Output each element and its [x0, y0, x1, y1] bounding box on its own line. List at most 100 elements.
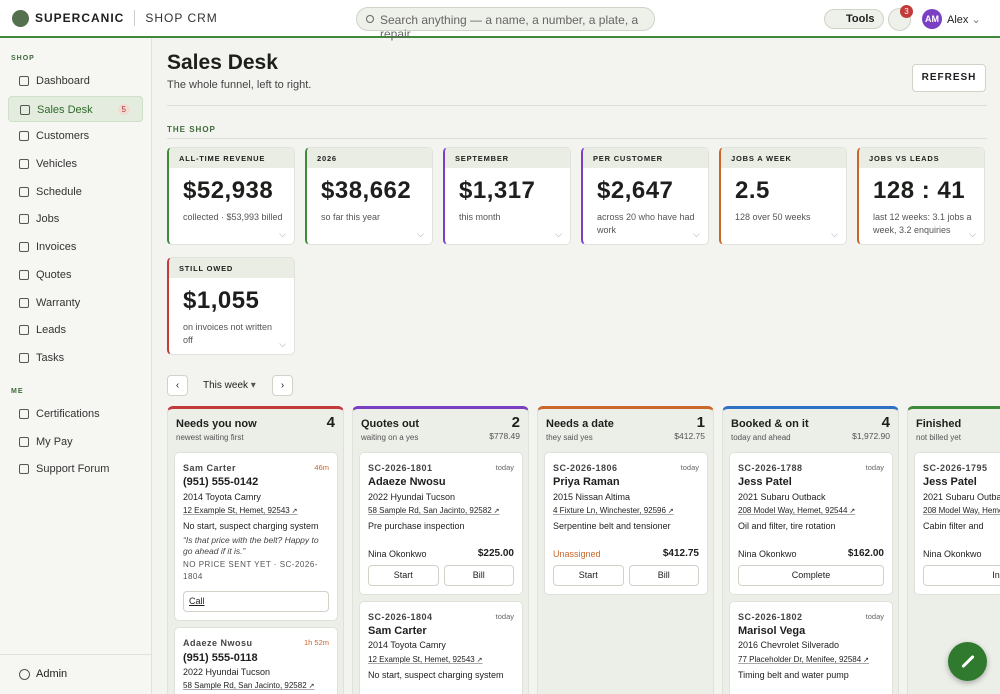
logo: [12, 9, 29, 27]
column-count: 4: [326, 414, 335, 431]
nav-label: Vehicles: [36, 158, 77, 171]
deal-card[interactable]: SC-2026-1802 Marisol Vega today 2016 Chevro…: [729, 600, 893, 694]
address[interactable]: 4 Fixture Ln, Winchester, 92596: [553, 504, 699, 519]
kanban-column: Needs a date they said yes 1 $412.75 SC-2026…: [537, 406, 714, 694]
nav-item[interactable]: Dashboard: [8, 68, 143, 94]
stat-value: $1,055: [183, 287, 260, 314]
customer-quote: “Is that price with the belt? Happy to g…: [183, 535, 319, 557]
stat-card[interactable]: SEPTEMBER $1,317 this month: [443, 147, 571, 245]
stat-card[interactable]: STILL OWED $1,055 on invoices not written …: [167, 257, 295, 355]
column-subtitle: they said yes: [546, 433, 593, 442]
tools-button[interactable]: Tools: [824, 9, 884, 29]
page-title: Sales Desk: [167, 51, 278, 74]
card-list: SC-2026-1795 Jess Patel 2021 Subaru Outbac…: [914, 452, 1000, 601]
address[interactable]: 12 Example St, Hemet, 92543: [183, 504, 329, 519]
app-name: SHOP CRM: [145, 11, 218, 25]
stat-card[interactable]: JOBS A WEEK 2.5 128 over 50 weeks: [719, 147, 847, 245]
action-button[interactable]: Complete: [738, 564, 884, 586]
address[interactable]: 58 Sample Rd, San Jacinto, 92582: [183, 679, 329, 694]
nav-item[interactable]: My Pay: [8, 429, 143, 455]
nav-item[interactable]: Invoices: [8, 234, 143, 260]
address[interactable]: 208 Model Way, Hemet, 92544: [923, 504, 1000, 519]
phone: (951) 555-0142: [183, 476, 259, 489]
deal-card[interactable]: SC-2026-1801 Adaeze Nwosu today 2022 Hyunda…: [359, 452, 523, 595]
card-footer: Nina Okonkwo: [923, 547, 1000, 561]
quick-action[interactable]: [948, 642, 987, 681]
prev-week[interactable]: ‹: [167, 375, 188, 396]
deal-card[interactable]: Adaeze Nwosu 1h 52m (951) 555-0118 2022 Hyu…: [174, 627, 338, 694]
next-week[interactable]: ›: [272, 375, 293, 396]
action-button[interactable]: In: [923, 564, 1000, 586]
nav-item[interactable]: Tasks: [8, 345, 143, 371]
job-id: SC-2026-1795: [923, 463, 988, 473]
admin-link[interactable]: Admin: [0, 654, 152, 694]
week-select[interactable]: This week: [203, 380, 256, 391]
nav-label: Jobs: [36, 213, 60, 226]
avatar[interactable]: AM: [922, 9, 942, 29]
deal-card[interactable]: SC-2026-1806 Priya Raman today 2015 Nissan …: [544, 452, 708, 595]
column-count: 4: [881, 414, 890, 431]
stat-card[interactable]: PER CUSTOMER $2,647 across 20 who have had…: [581, 147, 709, 245]
nav-label: Invoices: [36, 241, 77, 254]
nav-item[interactable]: Leads: [8, 317, 143, 343]
amount: $412.75: [662, 548, 699, 560]
stat-card[interactable]: JOBS VS LEADS 128 : 41 last 12 weeks: 3.1 …: [857, 147, 985, 245]
user-menu[interactable]: Alex: [947, 13, 981, 26]
stat-card[interactable]: 2026 $38,662 so far this year: [305, 147, 433, 245]
divider: [167, 138, 987, 139]
issue: Cabin filter and: [923, 521, 984, 532]
waiting-time: 46m: [314, 463, 329, 472]
nav-item[interactable]: Vehicles: [8, 151, 143, 177]
nav-item[interactable]: Warranty: [8, 290, 143, 316]
deal-card[interactable]: SC-2026-1795 Jess Patel 2021 Subaru Outbac…: [914, 452, 1000, 595]
vehicle: 2014 Toyota Camry: [368, 640, 446, 651]
column-count: 2: [511, 414, 520, 431]
search[interactable]: Search anything — a name, a number, a pl…: [356, 7, 655, 41]
nav-label: Quotes: [36, 268, 72, 281]
address[interactable]: 58 Sample Rd, San Jacinto, 92582: [368, 504, 514, 519]
action-button[interactable]: Bill: [628, 564, 699, 586]
stat-value: $52,938: [183, 177, 274, 204]
card-actions: In: [923, 564, 1000, 586]
action-button[interactable]: Start: [368, 564, 439, 586]
refresh-button[interactable]: REFRESH: [912, 64, 986, 92]
nav-item[interactable]: Jobs: [8, 206, 143, 232]
action-button[interactable]: Bill: [443, 564, 514, 586]
sidebar: Admin SHOP Dashboard Sales Desk 5 Customers V…: [0, 38, 152, 694]
status-meta: NO PRICE SENT YET · SC-2026-1804: [183, 560, 318, 582]
phone: (951) 555-0118: [183, 651, 258, 664]
job-id: SC-2026-1804: [368, 611, 433, 622]
column-subtitle: newest waiting first: [176, 433, 244, 442]
address[interactable]: 77 Placeholder Dr, Menifee, 92584: [738, 653, 884, 668]
nav-item[interactable]: Certifications: [8, 401, 143, 427]
deal-card[interactable]: SC-2026-1788 Jess Patel today 2021 Subaru O…: [729, 452, 893, 595]
nav-item[interactable]: Customers: [8, 123, 143, 149]
issue: Serpentine belt and tensioner: [553, 521, 671, 532]
nav-item[interactable]: Support Forum: [8, 456, 143, 482]
technician: Nina Okonkwo: [738, 549, 797, 560]
action-button[interactable]: Call: [183, 591, 329, 613]
stat-label: JOBS A WEEK: [721, 148, 846, 168]
vehicle: 2022 Hyundai Tucson: [183, 667, 271, 678]
nav-item[interactable]: Quotes: [8, 262, 143, 288]
stat-label: SEPTEMBER: [445, 148, 570, 168]
technician: Nina Okonkwo: [923, 549, 982, 560]
nav-item[interactable]: Schedule: [8, 179, 143, 205]
kanban-column: Booked & on it today and ahead 4 $1,972.90 S…: [722, 406, 899, 694]
address[interactable]: 12 Example St, Hemet, 92543: [368, 653, 514, 668]
column-total: $778.49: [489, 431, 520, 441]
issue: Timing belt and water pump: [738, 669, 849, 680]
vehicle: 2021 Subaru Outback: [923, 491, 1000, 502]
stat-card[interactable]: ALL-TIME REVENUE $52,938 collected · $53,9…: [167, 147, 295, 245]
card-footer: Unassigned $412.75: [553, 547, 699, 561]
action-button[interactable]: Start: [553, 564, 624, 586]
customer-name: Sam Carter: [368, 625, 427, 638]
address[interactable]: 208 Model Way, Hemet, 92544: [738, 504, 884, 519]
technician: Unassigned: [553, 549, 601, 560]
deal-card[interactable]: Sam Carter 46m (951) 555-0142 2014 Toyota C…: [174, 452, 338, 622]
stat-label: JOBS VS LEADS: [859, 148, 984, 168]
nav-item[interactable]: Sales Desk 5: [8, 95, 143, 122]
deal-card[interactable]: SC-2026-1804 Sam Carter today 2014 Toyota C…: [359, 600, 523, 694]
waiting-time: today: [865, 611, 884, 621]
